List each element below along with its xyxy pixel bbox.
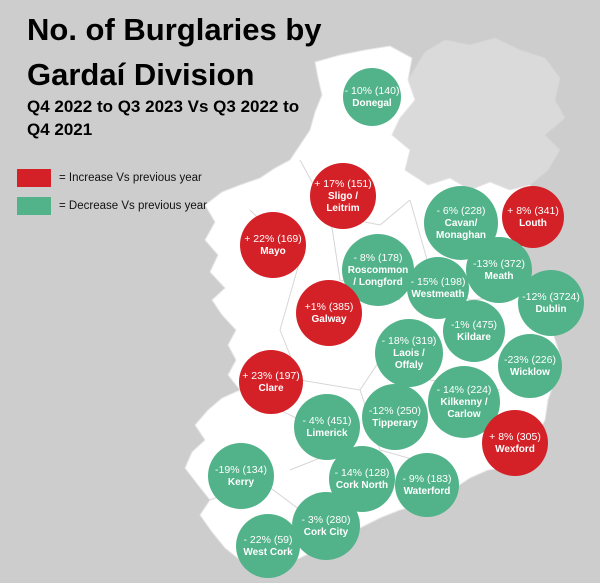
bubble-wicklow: -23% (226) Wicklow xyxy=(498,334,562,398)
division-change: + 22% (169) xyxy=(244,232,302,245)
bubble-laois-offaly: - 18% (319) Laois / Offaly xyxy=(375,319,443,387)
division-name: Roscommon / Longford xyxy=(347,264,409,288)
division-change: - 4% (451) xyxy=(302,414,352,427)
division-name: Louth xyxy=(519,217,547,229)
bubble-wexford: + 8% (305) Wexford xyxy=(482,410,548,476)
northern-ireland-shape xyxy=(391,37,566,191)
division-name: Cork North xyxy=(335,479,389,491)
legend-decrease: = Decrease Vs previous year xyxy=(17,197,207,215)
bubble-dublin: -12% (3724) Dublin xyxy=(518,270,584,336)
division-change: + 23% (197) xyxy=(242,369,300,382)
bubble-kildare: -1% (475) Kildare xyxy=(443,300,505,362)
title-line-1: No. of Burglaries by xyxy=(27,12,322,47)
division-name: West Cork xyxy=(243,546,293,558)
bubble-clare: + 23% (197) Clare xyxy=(239,350,303,414)
division-name: Kildare xyxy=(457,331,491,343)
division-name: Dublin xyxy=(535,303,567,315)
division-change: - 22% (59) xyxy=(243,533,293,546)
bubble-galway: +1% (385) Galway xyxy=(296,280,362,346)
legend-increase-label: = Increase Vs previous year xyxy=(59,172,202,184)
division-name: Wicklow xyxy=(510,366,550,378)
division-name: Kilkenny / Carlow xyxy=(440,396,488,420)
division-change: + 8% (341) xyxy=(507,204,559,217)
bubble-cork-city: - 3% (280) Cork City xyxy=(292,492,360,560)
division-change: -12% (3724) xyxy=(522,290,580,303)
division-name: Laois / Offaly xyxy=(393,347,425,371)
division-change: + 17% (151) xyxy=(314,177,372,190)
division-change: - 6% (228) xyxy=(436,204,486,217)
division-change: - 8% (178) xyxy=(353,251,403,264)
legend-decrease-swatch xyxy=(17,197,51,215)
bubble-sligo-leitrim: + 17% (151) Sligo / Leitrim xyxy=(310,163,376,229)
bubble-donegal: - 10% (140) Donegal xyxy=(343,68,401,126)
division-change: - 14% (224) xyxy=(436,383,492,396)
division-name: Galway xyxy=(311,313,347,325)
bubble-mayo: + 22% (169) Mayo xyxy=(240,212,306,278)
subtitle-line-1: Q4 2022 to Q3 2023 Vs Q3 2022 to xyxy=(27,97,300,116)
division-change: -1% (475) xyxy=(450,318,498,331)
division-name: Meath xyxy=(484,270,514,282)
bubble-cork-north: - 14% (128) Cork North xyxy=(329,446,395,512)
division-name: Tipperary xyxy=(372,417,418,429)
division-change: +1% (385) xyxy=(304,300,354,313)
division-name: Sligo / Leitrim xyxy=(326,190,360,214)
legend-increase: = Increase Vs previous year xyxy=(17,169,202,187)
division-name: Waterford xyxy=(403,485,451,497)
division-name: Cork City xyxy=(303,526,349,538)
legend-decrease-label: = Decrease Vs previous year xyxy=(59,200,207,212)
bubble-west-cork: - 22% (59) West Cork xyxy=(236,514,300,578)
bubble-tipperary: -12% (250) Tipperary xyxy=(362,384,428,450)
division-change: - 15% (198) xyxy=(410,275,466,288)
division-change: + 8% (305) xyxy=(489,430,541,443)
bubble-louth: + 8% (341) Louth xyxy=(502,186,564,248)
division-name: Kerry xyxy=(227,476,255,488)
bubble-waterford: - 9% (183) Waterford xyxy=(395,453,459,517)
division-name: Limerick xyxy=(306,427,348,439)
subtitle-line-2: Q4 2021 xyxy=(27,120,93,139)
division-name: Clare xyxy=(258,382,284,394)
bubble-kilkenny-carlow: - 14% (224) Kilkenny / Carlow xyxy=(428,366,500,438)
division-change: -19% (134) xyxy=(215,463,267,476)
division-name: Westmeath xyxy=(411,288,465,300)
division-change: - 10% (140) xyxy=(344,84,400,97)
division-change: - 14% (128) xyxy=(334,466,390,479)
bubble-kerry: -19% (134) Kerry xyxy=(208,443,274,509)
title-line-2: Gardaí Division xyxy=(27,57,255,92)
division-change: -23% (226) xyxy=(504,353,556,366)
division-change: - 9% (183) xyxy=(402,472,452,485)
division-change: -13% (372) xyxy=(473,257,525,270)
division-change: - 18% (319) xyxy=(381,334,437,347)
division-name: Donegal xyxy=(352,97,392,109)
division-name: Cavan/ Monaghan xyxy=(436,217,486,241)
bubble-cavan-monaghan: - 6% (228) Cavan/ Monaghan xyxy=(424,186,498,260)
division-change: - 3% (280) xyxy=(301,513,351,526)
legend-increase-swatch xyxy=(17,169,51,187)
division-name: Wexford xyxy=(495,443,535,455)
division-change: -12% (250) xyxy=(369,404,421,417)
division-name: Mayo xyxy=(260,245,286,257)
